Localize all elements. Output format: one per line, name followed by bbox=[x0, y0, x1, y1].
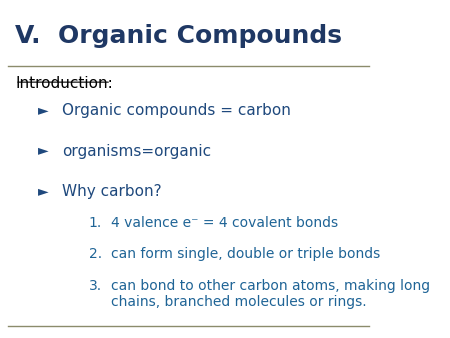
Text: Why carbon?: Why carbon? bbox=[62, 184, 162, 199]
Text: ►: ► bbox=[38, 144, 48, 158]
Text: Organic compounds = carbon: Organic compounds = carbon bbox=[62, 103, 291, 118]
Text: 3.: 3. bbox=[89, 279, 102, 293]
Text: V.  Organic Compounds: V. Organic Compounds bbox=[15, 24, 342, 48]
Text: Introduction:: Introduction: bbox=[15, 76, 113, 91]
Text: 1.: 1. bbox=[89, 216, 102, 230]
Text: 2.: 2. bbox=[89, 247, 102, 261]
Text: ►: ► bbox=[38, 184, 48, 198]
Text: organisms=organic: organisms=organic bbox=[62, 144, 212, 159]
Text: can bond to other carbon atoms, making long
chains, branched molecules or rings.: can bond to other carbon atoms, making l… bbox=[111, 279, 430, 309]
Text: 4 valence e⁻ = 4 covalent bonds: 4 valence e⁻ = 4 covalent bonds bbox=[111, 216, 338, 230]
Text: ►: ► bbox=[38, 103, 48, 117]
Text: can form single, double or triple bonds: can form single, double or triple bonds bbox=[111, 247, 380, 261]
